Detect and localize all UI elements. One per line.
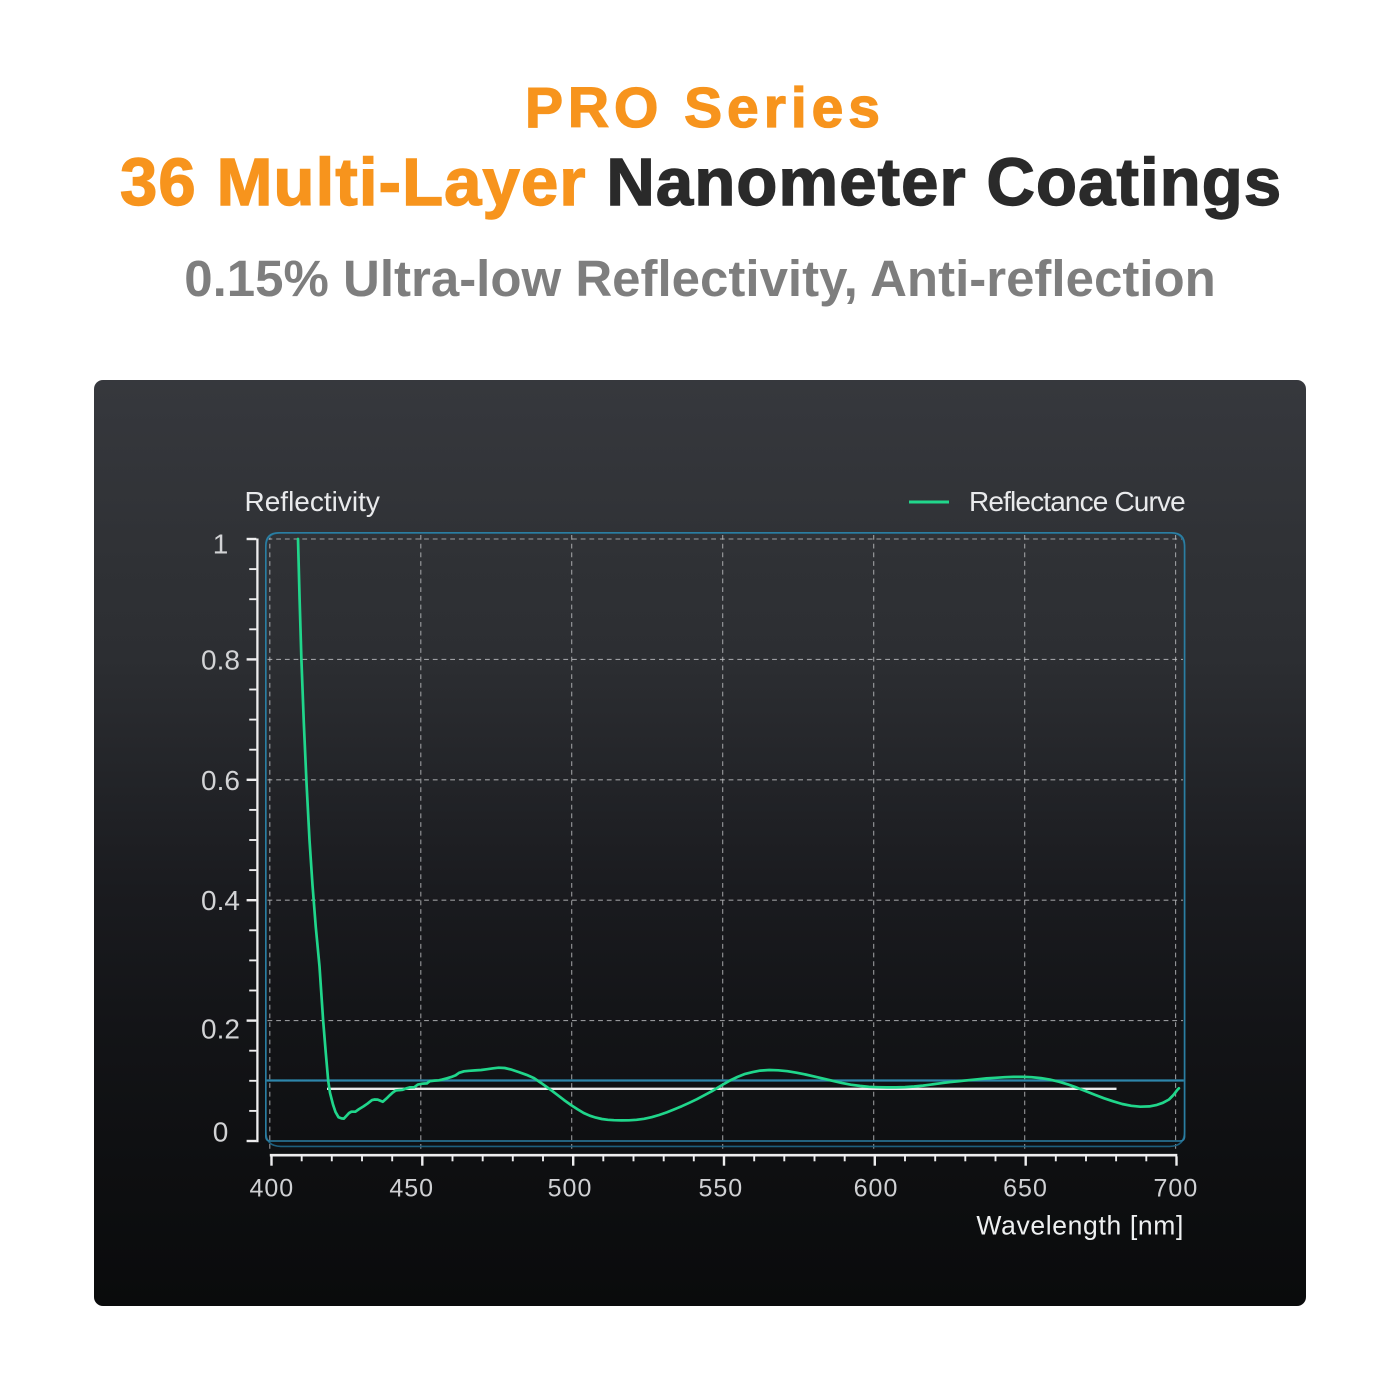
svg-text:Wavelength [nm]: Wavelength [nm] xyxy=(976,1211,1184,1241)
svg-text:0.4: 0.4 xyxy=(201,885,240,916)
svg-text:Reflectance Curve: Reflectance Curve xyxy=(969,486,1185,517)
svg-text:0.6: 0.6 xyxy=(201,765,240,796)
svg-text:450: 450 xyxy=(389,1175,434,1203)
svg-text:500: 500 xyxy=(548,1175,593,1203)
svg-text:600: 600 xyxy=(854,1175,899,1203)
svg-text:0.2: 0.2 xyxy=(201,1014,240,1045)
svg-text:700: 700 xyxy=(1154,1175,1199,1203)
svg-text:400: 400 xyxy=(249,1175,294,1203)
svg-text:650: 650 xyxy=(1003,1175,1048,1203)
svg-text:0.8: 0.8 xyxy=(201,644,240,675)
svg-text:1: 1 xyxy=(213,528,229,559)
svg-text:0: 0 xyxy=(213,1116,229,1147)
svg-text:550: 550 xyxy=(698,1175,743,1203)
svg-text:Reflectivity: Reflectivity xyxy=(245,486,380,517)
